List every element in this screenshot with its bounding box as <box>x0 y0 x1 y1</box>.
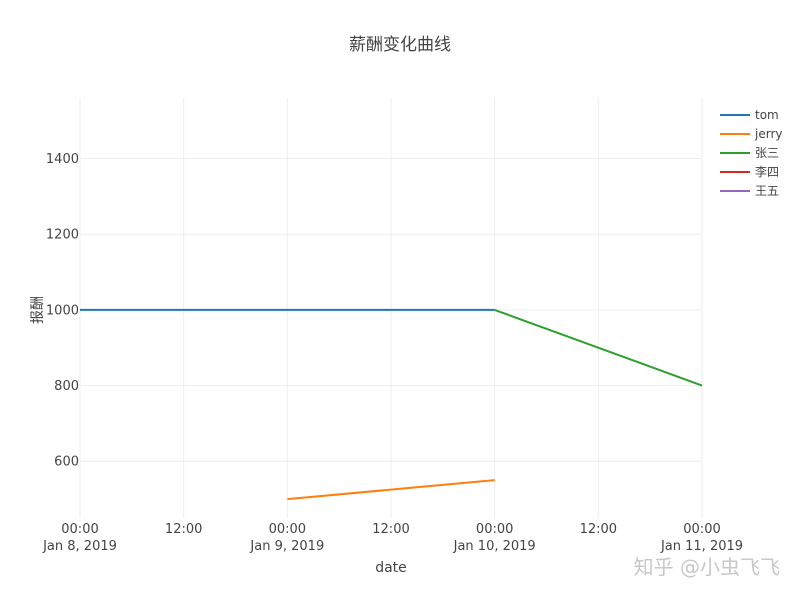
y-axis-title: 报酬 <box>30 296 46 324</box>
y-tick-label: 1400 <box>46 152 79 167</box>
y-axis-ticks: 600 800 1000 1200 1400 <box>46 152 79 470</box>
watermark-text: 知乎 @小虫飞飞 <box>634 555 780 579</box>
series-line-张三 <box>494 308 703 387</box>
x-tick-date-label: Jan 10, 2019 <box>453 539 536 554</box>
x-tick-label: 12:00 <box>372 522 409 537</box>
x-tick-label: 12:00 <box>580 522 617 537</box>
legend-label: 王五 <box>755 184 779 198</box>
legend-item[interactable]: 王五 <box>720 184 779 198</box>
legend-label: 李四 <box>755 164 779 179</box>
x-tick-label: 00:00 <box>269 522 306 537</box>
x-axis-ticks: 00:00 Jan 8, 2019 12:00 00:00 Jan 9, 2019 12:… <box>42 522 743 554</box>
legend-label: 张三 <box>755 146 779 160</box>
legend-label: jerry <box>754 127 782 141</box>
x-tick-label: 00:00 <box>683 522 720 537</box>
x-tick-label: 12:00 <box>165 522 202 537</box>
y-tick-label: 800 <box>54 379 79 394</box>
x-axis-title: date <box>375 560 407 576</box>
x-tick-label: 00:00 <box>476 522 513 537</box>
grid-lines <box>79 98 703 518</box>
legend-item[interactable]: 张三 <box>720 146 779 160</box>
x-tick-date-label: Jan 9, 2019 <box>249 539 324 554</box>
x-tick-date-label: Jan 11, 2019 <box>660 539 743 554</box>
y-tick-label: 1200 <box>46 228 79 243</box>
x-tick-date-label: Jan 8, 2019 <box>42 539 117 554</box>
legend-label: tom <box>755 108 779 122</box>
legend-item[interactable]: 李四 <box>720 164 779 179</box>
series-lines <box>80 308 703 501</box>
y-tick-label: 1000 <box>46 303 79 318</box>
chart-title: 薪酬变化曲线 <box>349 35 451 55</box>
y-tick-label: 600 <box>54 455 79 470</box>
series-line-jerry <box>287 479 495 501</box>
legend-item[interactable]: tom <box>720 108 779 122</box>
x-tick-label: 00:00 <box>61 522 98 537</box>
legend-item[interactable]: jerry <box>720 127 782 141</box>
